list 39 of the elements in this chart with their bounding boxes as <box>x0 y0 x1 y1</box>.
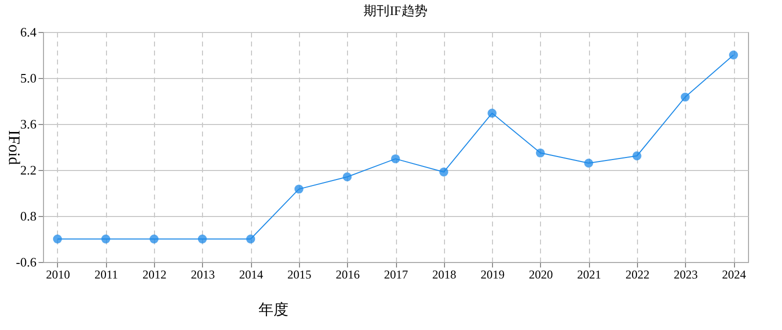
point <box>198 234 207 244</box>
point <box>632 151 642 160</box>
point <box>294 184 304 194</box>
x-tick-label: 2023 <box>674 268 698 282</box>
x-axis-title: 年度 <box>258 302 288 318</box>
point <box>391 154 400 164</box>
x-tick-label: 2019 <box>480 268 505 282</box>
x-tick-label: 2015 <box>287 268 312 282</box>
point <box>246 234 256 244</box>
x-tick-label: 2020 <box>528 268 553 282</box>
point <box>439 168 448 176</box>
point <box>729 50 738 60</box>
x-tick-label: 2016 <box>336 268 360 282</box>
point <box>342 172 352 182</box>
point <box>53 234 62 244</box>
x-tick-label: 2010 <box>46 268 70 282</box>
y-tick-label: 6.4 <box>20 24 37 40</box>
point <box>680 92 690 102</box>
y-tick-label: -0.6 <box>16 254 37 270</box>
point <box>150 234 159 244</box>
y-tick-label: 5.0 <box>20 70 36 86</box>
x-tick-label: 2022 <box>625 268 650 282</box>
point <box>536 148 545 158</box>
x-tick-label: 2021 <box>577 268 602 282</box>
y-axis-title: IFoid <box>4 130 22 165</box>
chart-title: 期刊IF趋势 <box>364 3 428 18</box>
point <box>488 108 497 118</box>
x-tick-label: 2014 <box>239 268 264 282</box>
y-tick-label: 3.6 <box>20 116 37 132</box>
x-tick-label: 2012 <box>142 268 167 282</box>
y-tick-label: 2.2 <box>20 162 36 178</box>
x-tick-label: 2011 <box>94 268 118 282</box>
x-tick-label: 2013 <box>190 268 215 282</box>
point <box>101 234 110 244</box>
y-tick-label: 0.8 <box>20 208 36 224</box>
x-tick-label: 2018 <box>432 268 456 282</box>
x-tick-label: 2024 <box>722 268 746 282</box>
x-tick-label: 2017 <box>384 268 408 282</box>
point <box>584 158 594 168</box>
